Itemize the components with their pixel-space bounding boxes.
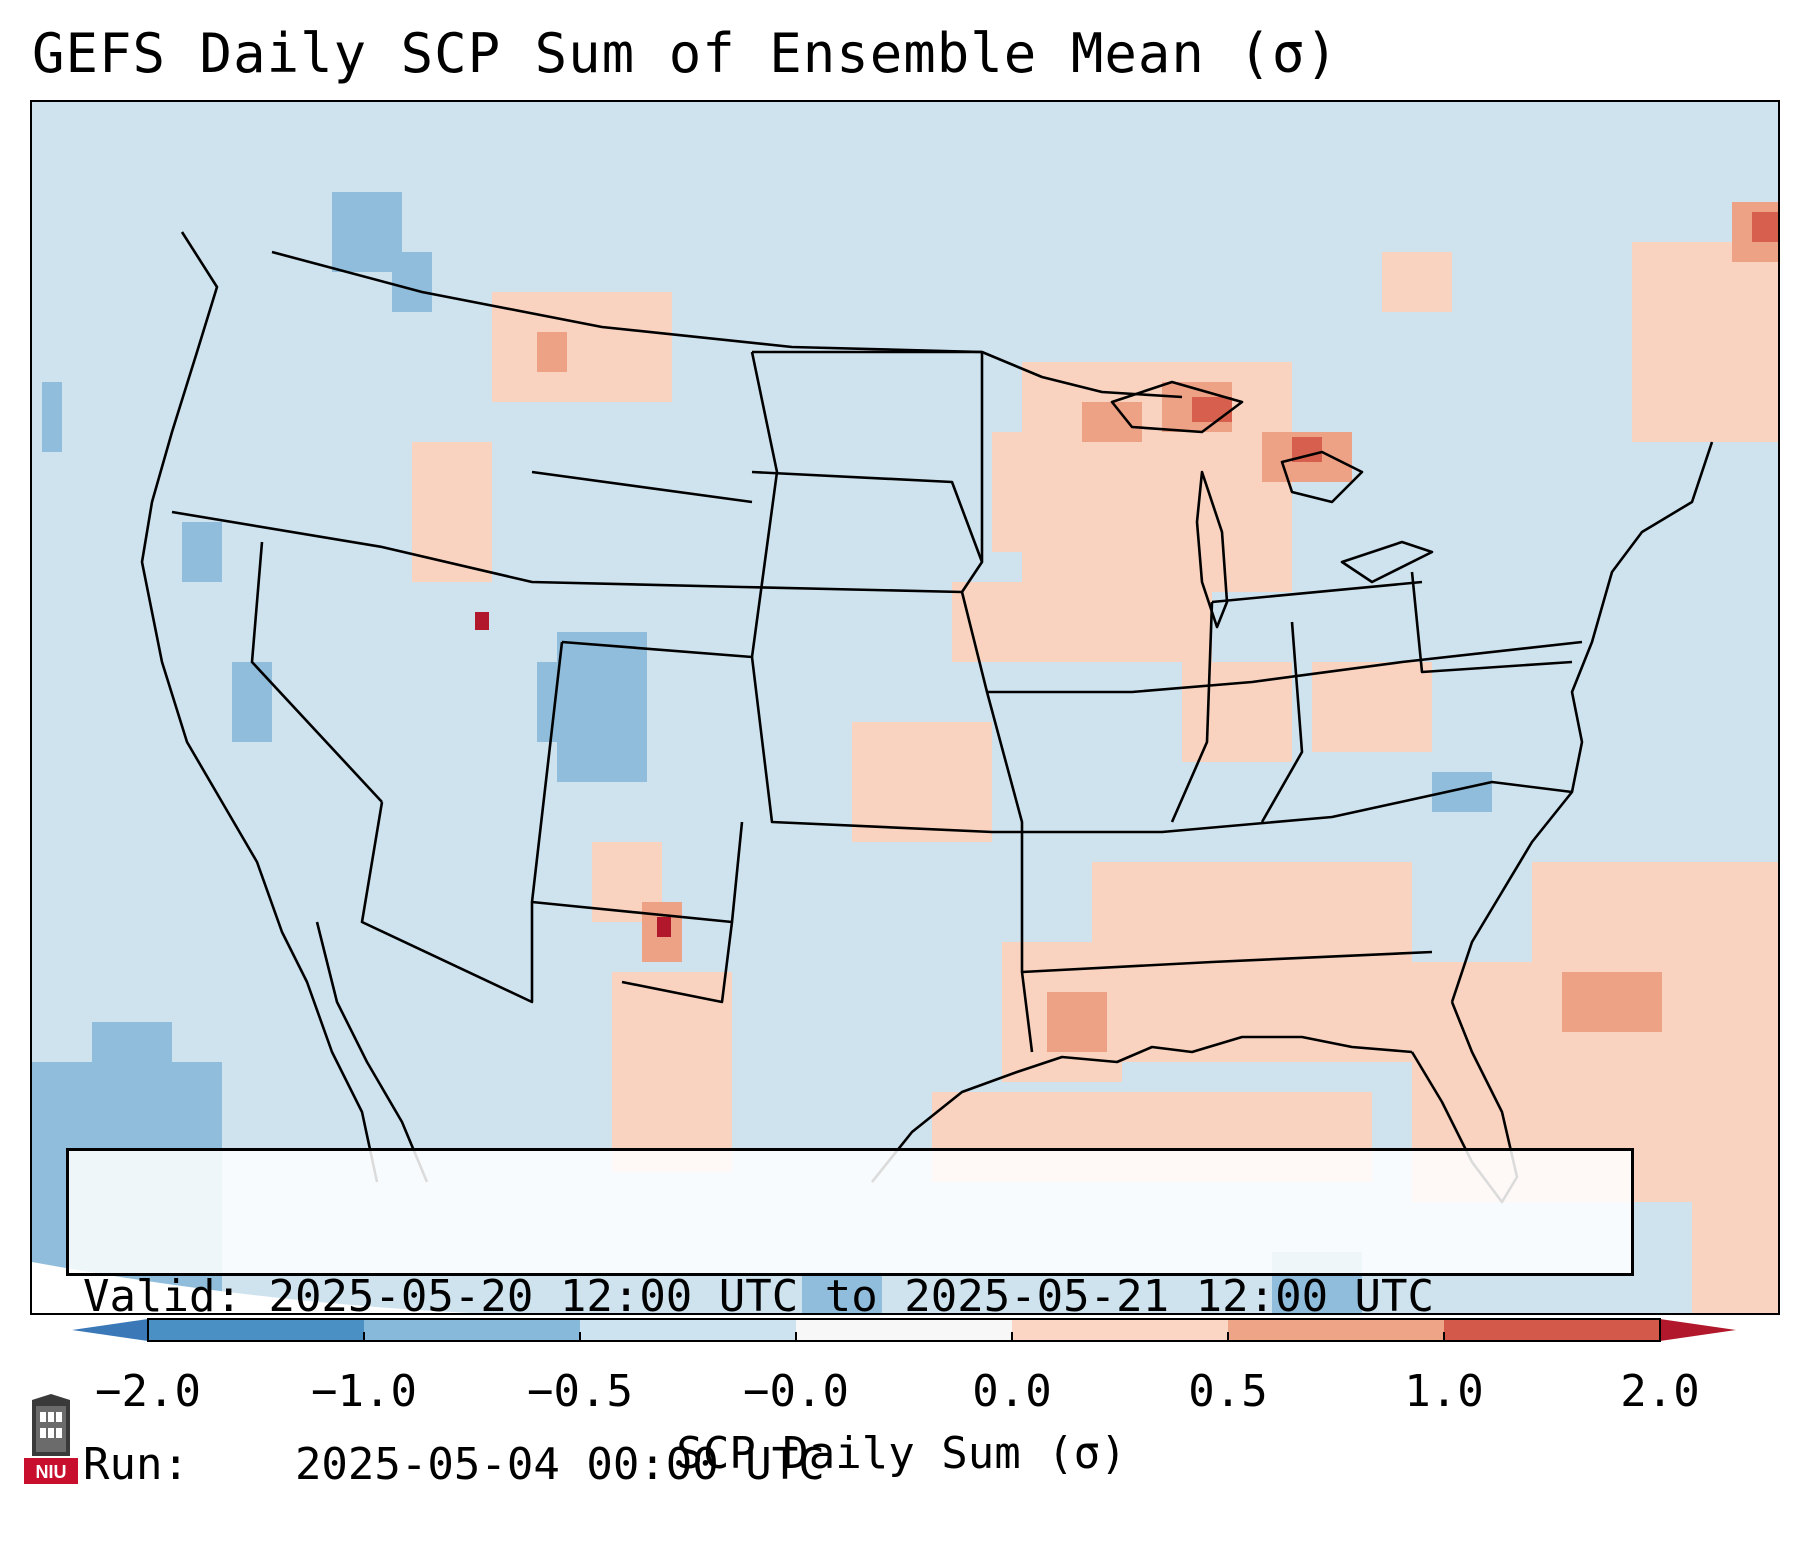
valid-label: Valid: <box>83 1271 242 1322</box>
scp-map <box>32 102 1778 1313</box>
colorbar-segment <box>1012 1319 1229 1341</box>
valid-row: Valid: 2025-05-20 12:00 UTC to 2025-05-2… <box>83 1269 1617 1325</box>
valid-value: 2025-05-20 12:00 UTC to 2025-05-21 12:00… <box>268 1271 1435 1322</box>
niu-tower-logo-icon: NIU <box>24 1394 78 1484</box>
map-panel <box>30 100 1780 1315</box>
run-label: Run: <box>83 1439 189 1490</box>
colorbar-over-arrow <box>1660 1319 1736 1341</box>
tick-label: 2.0 <box>1620 1366 1700 1417</box>
run-value: 2025-05-04 00:00 UTC <box>294 1439 825 1490</box>
run-row: Run: 2025-05-04 00:00 UTC <box>83 1437 1617 1493</box>
colorbar-segment <box>580 1319 797 1341</box>
colorbar-under-arrow <box>72 1319 148 1341</box>
colorbar-outline <box>147 1318 1661 1342</box>
tick-label: −0.5 <box>527 1366 633 1417</box>
tick-label: −0.0 <box>743 1366 849 1417</box>
tick-label: 0.0 <box>972 1366 1052 1417</box>
tick-label: −1.0 <box>311 1366 417 1417</box>
colorbar <box>72 1318 1736 1342</box>
extreme-positive-cells <box>475 612 671 937</box>
colorbar-segment <box>364 1319 581 1341</box>
domain-edge <box>32 1262 471 1313</box>
tick-label: 1.0 <box>1404 1366 1484 1417</box>
logo-text: NIU <box>36 1462 67 1482</box>
borders <box>140 231 1714 1204</box>
map-title: GEFS Daily SCP Sum of Ensemble Mean (σ) <box>32 22 1339 85</box>
tick-label: −2.0 <box>95 1366 201 1417</box>
colorbar-segment <box>1444 1319 1661 1341</box>
colorbar-segments <box>148 1319 1661 1341</box>
colorbar-segment <box>796 1319 1013 1341</box>
colorbar-ticks <box>147 1332 1661 1342</box>
moderate-positive-patches <box>537 202 1778 1052</box>
colorbar-segment <box>1228 1319 1445 1341</box>
colorbar-label: SCP Daily Sum (σ) <box>676 1428 1127 1479</box>
valid-time-box: Valid: 2025-05-20 12:00 UTC to 2025-05-2… <box>66 1148 1634 1490</box>
colorbar-segment <box>148 1319 365 1341</box>
tick-label: 0.5 <box>1188 1366 1268 1417</box>
